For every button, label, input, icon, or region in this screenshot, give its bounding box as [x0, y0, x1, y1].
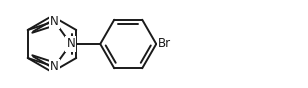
Text: N: N	[67, 37, 75, 51]
Text: N: N	[50, 60, 59, 73]
Text: N: N	[50, 15, 59, 28]
Text: Br: Br	[158, 37, 171, 51]
